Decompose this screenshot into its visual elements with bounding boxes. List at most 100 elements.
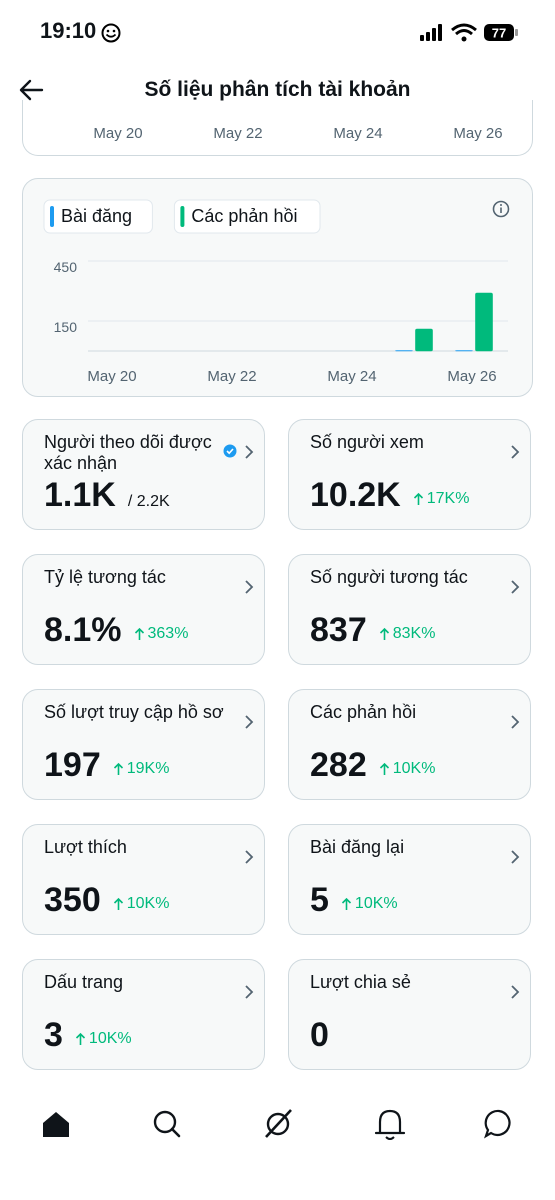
up-arrow bbox=[379, 627, 389, 640]
bottom-nav bbox=[43, 1109, 511, 1140]
card-title: Các phản hồi bbox=[310, 702, 417, 722]
card-value-row: 350 10K% bbox=[44, 881, 169, 920]
legend-label: Các phản hồi bbox=[191, 206, 297, 226]
card-change-text: 19K% bbox=[126, 760, 170, 777]
card-change: 10K% bbox=[341, 895, 398, 913]
card-value: 1.1K bbox=[44, 476, 116, 514]
chevron bbox=[245, 850, 254, 864]
card-change-text: 10K% bbox=[392, 760, 436, 777]
chevron bbox=[511, 850, 520, 864]
metric-card[interactable]: Các phản hồi 282 10K% bbox=[288, 689, 531, 800]
card-value-row: 5 10K% bbox=[310, 881, 398, 920]
up-arrow-path bbox=[134, 627, 144, 640]
card-title: Số người tương tác bbox=[310, 567, 468, 587]
x-tick-label: May 26 bbox=[453, 125, 503, 142]
x-tick-label: May 22 bbox=[213, 125, 263, 142]
bar bbox=[475, 292, 493, 352]
card-title: Số lượt truy cập hồ sơ bbox=[44, 702, 224, 722]
card-value: 5 bbox=[310, 881, 329, 919]
metric-card[interactable]: Bài đăng lại 5 10K% bbox=[288, 824, 531, 935]
up-arrow-path bbox=[75, 1032, 85, 1045]
status-icons: 77 bbox=[420, 23, 518, 42]
metric-card[interactable]: Số người tương tác 837 83K% bbox=[288, 554, 531, 665]
chevron bbox=[245, 445, 254, 459]
x-tick-label: May 20 bbox=[93, 125, 143, 142]
metric-card[interactable]: Tỷ lệ tương tác 8.1% 363% bbox=[22, 554, 265, 665]
nav-search[interactable] bbox=[153, 1110, 181, 1138]
nav-grok[interactable] bbox=[265, 1109, 292, 1138]
up-arrow bbox=[113, 762, 123, 775]
card-total: / 2.2K bbox=[127, 493, 170, 510]
card-value: 3 bbox=[44, 1016, 63, 1054]
nav-home[interactable] bbox=[43, 1112, 69, 1137]
chevron bbox=[511, 985, 520, 999]
up-arrow bbox=[113, 897, 123, 910]
card-title: Bài đăng lại bbox=[310, 837, 405, 857]
card-change-text: 10K% bbox=[354, 895, 398, 912]
chevron-path bbox=[245, 850, 254, 864]
metric-card[interactable]: Số lượt truy cập hồ sơ 197 19K% bbox=[22, 689, 265, 800]
card-value-row: 282 10K% bbox=[310, 746, 435, 785]
metric-card[interactable]: Dấu trang 3 10K% bbox=[22, 959, 265, 1070]
card-change: 10K% bbox=[379, 760, 436, 778]
card-change-text: 17K% bbox=[426, 490, 470, 507]
card-value-row: 837 83K% bbox=[310, 611, 435, 650]
up-arrow-path bbox=[113, 762, 123, 775]
card-value: 837 bbox=[310, 611, 367, 649]
nav-notifications[interactable] bbox=[374, 1109, 406, 1140]
card-change: 17K% bbox=[413, 490, 470, 508]
status-time: 19:10 bbox=[40, 18, 97, 43]
card-change-text: 83K% bbox=[392, 625, 436, 642]
chevron-path bbox=[511, 445, 520, 459]
metric-card[interactable]: Lượt thích 350 10K% bbox=[22, 824, 265, 935]
card-value: 0 bbox=[310, 1016, 329, 1054]
up-arrow-path bbox=[341, 897, 351, 910]
chevron-path bbox=[245, 715, 254, 729]
back-button[interactable] bbox=[18, 78, 44, 102]
card-value: 282 bbox=[310, 746, 367, 784]
up-arrow bbox=[341, 897, 351, 910]
metric-card[interactable]: Người theo dõi được xác nhận 1.1K / 2.2K bbox=[22, 419, 265, 530]
card-change-text: 363% bbox=[147, 625, 189, 642]
nav-messages[interactable] bbox=[484, 1109, 511, 1139]
info-icon[interactable] bbox=[492, 200, 510, 218]
chevron bbox=[245, 985, 254, 999]
card-title: Lượt thích bbox=[44, 837, 127, 857]
up-arrow bbox=[75, 1032, 85, 1045]
battery-level: 77 bbox=[492, 26, 506, 41]
card-value: 8.1% bbox=[44, 611, 122, 649]
card-title: Số người xem bbox=[310, 432, 424, 452]
info-icon-stem bbox=[500, 207, 502, 213]
up-arrow-path bbox=[413, 492, 423, 505]
chevron-path bbox=[511, 715, 520, 729]
metric-card[interactable]: Số người xem 10.2K 17K% bbox=[288, 419, 531, 530]
card-change: 10K% bbox=[113, 895, 169, 913]
legend-swatch bbox=[180, 206, 185, 227]
chevron-path bbox=[245, 985, 254, 999]
info-icon-dot bbox=[500, 204, 502, 206]
status-icon bbox=[101, 23, 121, 43]
card-change-text: 10K% bbox=[88, 1030, 132, 1047]
card-title: Dấu trang bbox=[44, 972, 124, 992]
bar bbox=[415, 328, 433, 352]
legend-chip bbox=[43, 199, 153, 234]
card-change: 19K% bbox=[113, 760, 170, 778]
header-title: Số liệu phân tích tài khoản bbox=[144, 78, 411, 101]
card-value: 197 bbox=[44, 746, 101, 784]
card-title: Tỷ lệ tương tác bbox=[44, 567, 166, 587]
card-value: 10.2K bbox=[310, 476, 401, 514]
chevron bbox=[511, 445, 520, 459]
card-change: 10K% bbox=[75, 1030, 132, 1048]
top-chart-card bbox=[22, 100, 533, 156]
x-tick-label: May 24 bbox=[327, 368, 376, 385]
chevron bbox=[511, 715, 520, 729]
metric-card[interactable]: Lượt chia sẻ 0 bbox=[288, 959, 531, 1070]
x-tick-label: May 22 bbox=[207, 368, 256, 385]
legend-swatch bbox=[50, 206, 54, 227]
up-arrow bbox=[379, 762, 389, 775]
chart: Bài đăng Các phản hồi 150 450 May 20 May 22 Ma… bbox=[43, 199, 510, 385]
legend-chip bbox=[173, 199, 321, 234]
up-arrow bbox=[134, 627, 144, 640]
up-arrow-path bbox=[379, 762, 389, 775]
